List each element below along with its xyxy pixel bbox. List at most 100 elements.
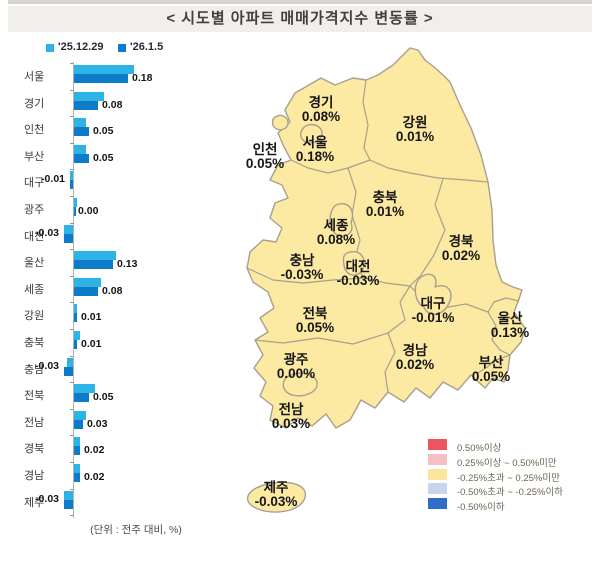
bar-prev-week: [74, 464, 80, 473]
gwangju-enclave: [282, 372, 318, 397]
bar-value-label: 0.18: [132, 72, 153, 84]
bar-value-label: 0.03: [87, 417, 108, 430]
legend-label-prev-week: '25.12.29: [58, 41, 104, 53]
axis-tick: [70, 355, 74, 357]
bar-prev-week: [64, 490, 73, 500]
daejeon-enclave: [342, 251, 365, 276]
incheon-enclave: [271, 114, 289, 131]
bar-value-label: 0.02: [84, 444, 105, 457]
bar-curr-week: [74, 393, 89, 403]
bar-prev-week: [74, 65, 134, 74]
bar-prev-week: [64, 224, 73, 234]
bar-category-label: 충남: [24, 363, 45, 376]
korea-map-svg: [246, 47, 526, 513]
bar-category-label: 서울: [24, 71, 45, 83]
bar-value-label: 0.13: [117, 258, 138, 271]
border-ulsan-north: [487, 297, 520, 313]
bar-prev-week: [74, 198, 77, 207]
border-ulsan-west: [487, 311, 511, 356]
axis-tick: [70, 462, 74, 463]
bar-prev-week: [67, 357, 73, 367]
bar-value-label: 0.01: [81, 338, 102, 350]
bar-category-label: 제주: [24, 496, 45, 509]
bar-prev-week: [74, 437, 80, 447]
top-divider-strip: [8, 0, 592, 4]
bar-value-label: 0.01: [81, 311, 102, 324]
bar-value-label: 0.05: [93, 151, 114, 164]
axis-tick: [70, 222, 74, 224]
bar-value-label: -0.01: [41, 173, 65, 186]
bar-curr-week: [74, 313, 77, 323]
bar-prev-week: [70, 171, 73, 181]
bar-category-label: 부산: [24, 150, 45, 163]
jeju-island: [247, 481, 307, 513]
daegu-enclave: [414, 273, 452, 315]
map-legend-text: -0.25%초과 ~ 0.25%미만: [457, 472, 560, 484]
axis-tick: [70, 382, 74, 384]
bar-curr-week: [74, 473, 80, 482]
axis-tick: [70, 63, 74, 64]
bar-category-label: 전남: [24, 416, 45, 429]
border-chungbuk-south: [363, 277, 411, 287]
bar-prev-week: [74, 304, 77, 314]
bar-prev-week: [74, 410, 86, 420]
bar-category-label: 경북: [24, 443, 45, 456]
border-gangwon-south: [369, 159, 489, 183]
bar-prev-week: [74, 331, 80, 340]
axis-tick: [70, 142, 74, 144]
bar-prev-week: [74, 91, 104, 101]
legend-label-curr-week: '26.1.5: [130, 41, 164, 53]
bar-value-label: 0.08: [102, 98, 123, 111]
border-jeonbuk-east: [387, 285, 411, 334]
map-legend-swatch: [428, 468, 447, 480]
bar-prev-week: [74, 118, 86, 128]
bar-category-label: 울산: [24, 257, 45, 270]
map-legend-text: -0.50%이하: [457, 502, 505, 514]
bar-value-label: 0.02: [84, 471, 105, 483]
seoul-enclave: [299, 123, 323, 144]
axis-tick: [70, 196, 74, 197]
legend-swatch-prev-week: [46, 44, 54, 52]
border-jeonnam-gyeongnam: [384, 332, 396, 393]
bar-curr-week: [74, 340, 77, 349]
bar-curr-week: [74, 207, 76, 216]
map-legend-text: 0.25%이상 ~ 0.50%미만: [457, 457, 557, 469]
border-gyeonggi-gangwon: [362, 79, 371, 161]
sejong-enclave: [329, 203, 354, 237]
bar-value-label: 0.05: [93, 391, 114, 404]
bar-curr-week: [64, 499, 73, 509]
bar-chart-axis: [73, 62, 74, 519]
page-title: < 시도별 아파트 매매가격지수 변동률 >: [8, 6, 592, 32]
bar-curr-week: [64, 366, 73, 376]
bar-curr-week: [74, 260, 113, 270]
axis-tick: [70, 408, 74, 410]
axis-tick: [70, 329, 74, 330]
bar-curr-week: [74, 419, 83, 429]
bar-value-label: -0.03: [35, 492, 59, 505]
map-legend-swatch: [428, 498, 447, 510]
bar-curr-week: [74, 74, 128, 83]
axis-tick: [70, 89, 74, 91]
bar-prev-week: [74, 251, 116, 261]
map-legend-text: 0.50%이상: [457, 443, 502, 454]
border-gyeonggi-south: [290, 159, 371, 174]
axis-tick: [70, 302, 74, 304]
bar-category-label: 인천: [24, 124, 45, 137]
bar-curr-week: [74, 446, 80, 456]
bar-category-label: 경남: [24, 470, 45, 482]
border-busan: [475, 354, 511, 375]
border-chungbuk-gyeongbuk: [409, 178, 446, 287]
bar-chart: 서울 0.18 경기 0.08 인천 0.05 부산 0.05 대구 -0.01 광주 0.00 대전 -…: [22, 62, 222, 520]
axis-tick: [70, 515, 74, 517]
bar-category-label: 강원: [24, 310, 45, 323]
map-legend-swatch: [428, 483, 447, 495]
axis-tick: [70, 275, 74, 277]
bar-value-label: 0.08: [102, 284, 123, 297]
axis-tick: [70, 488, 74, 490]
bar-category-label: 세종: [24, 283, 45, 296]
bar-curr-week: [74, 286, 98, 296]
border-jeonbuk-jeonnam: [254, 332, 389, 345]
bar-prev-week: [74, 277, 101, 287]
map-legend-text: -0.50%초과 ~ -0.25%이하: [457, 487, 563, 499]
axis-tick: [70, 169, 74, 171]
